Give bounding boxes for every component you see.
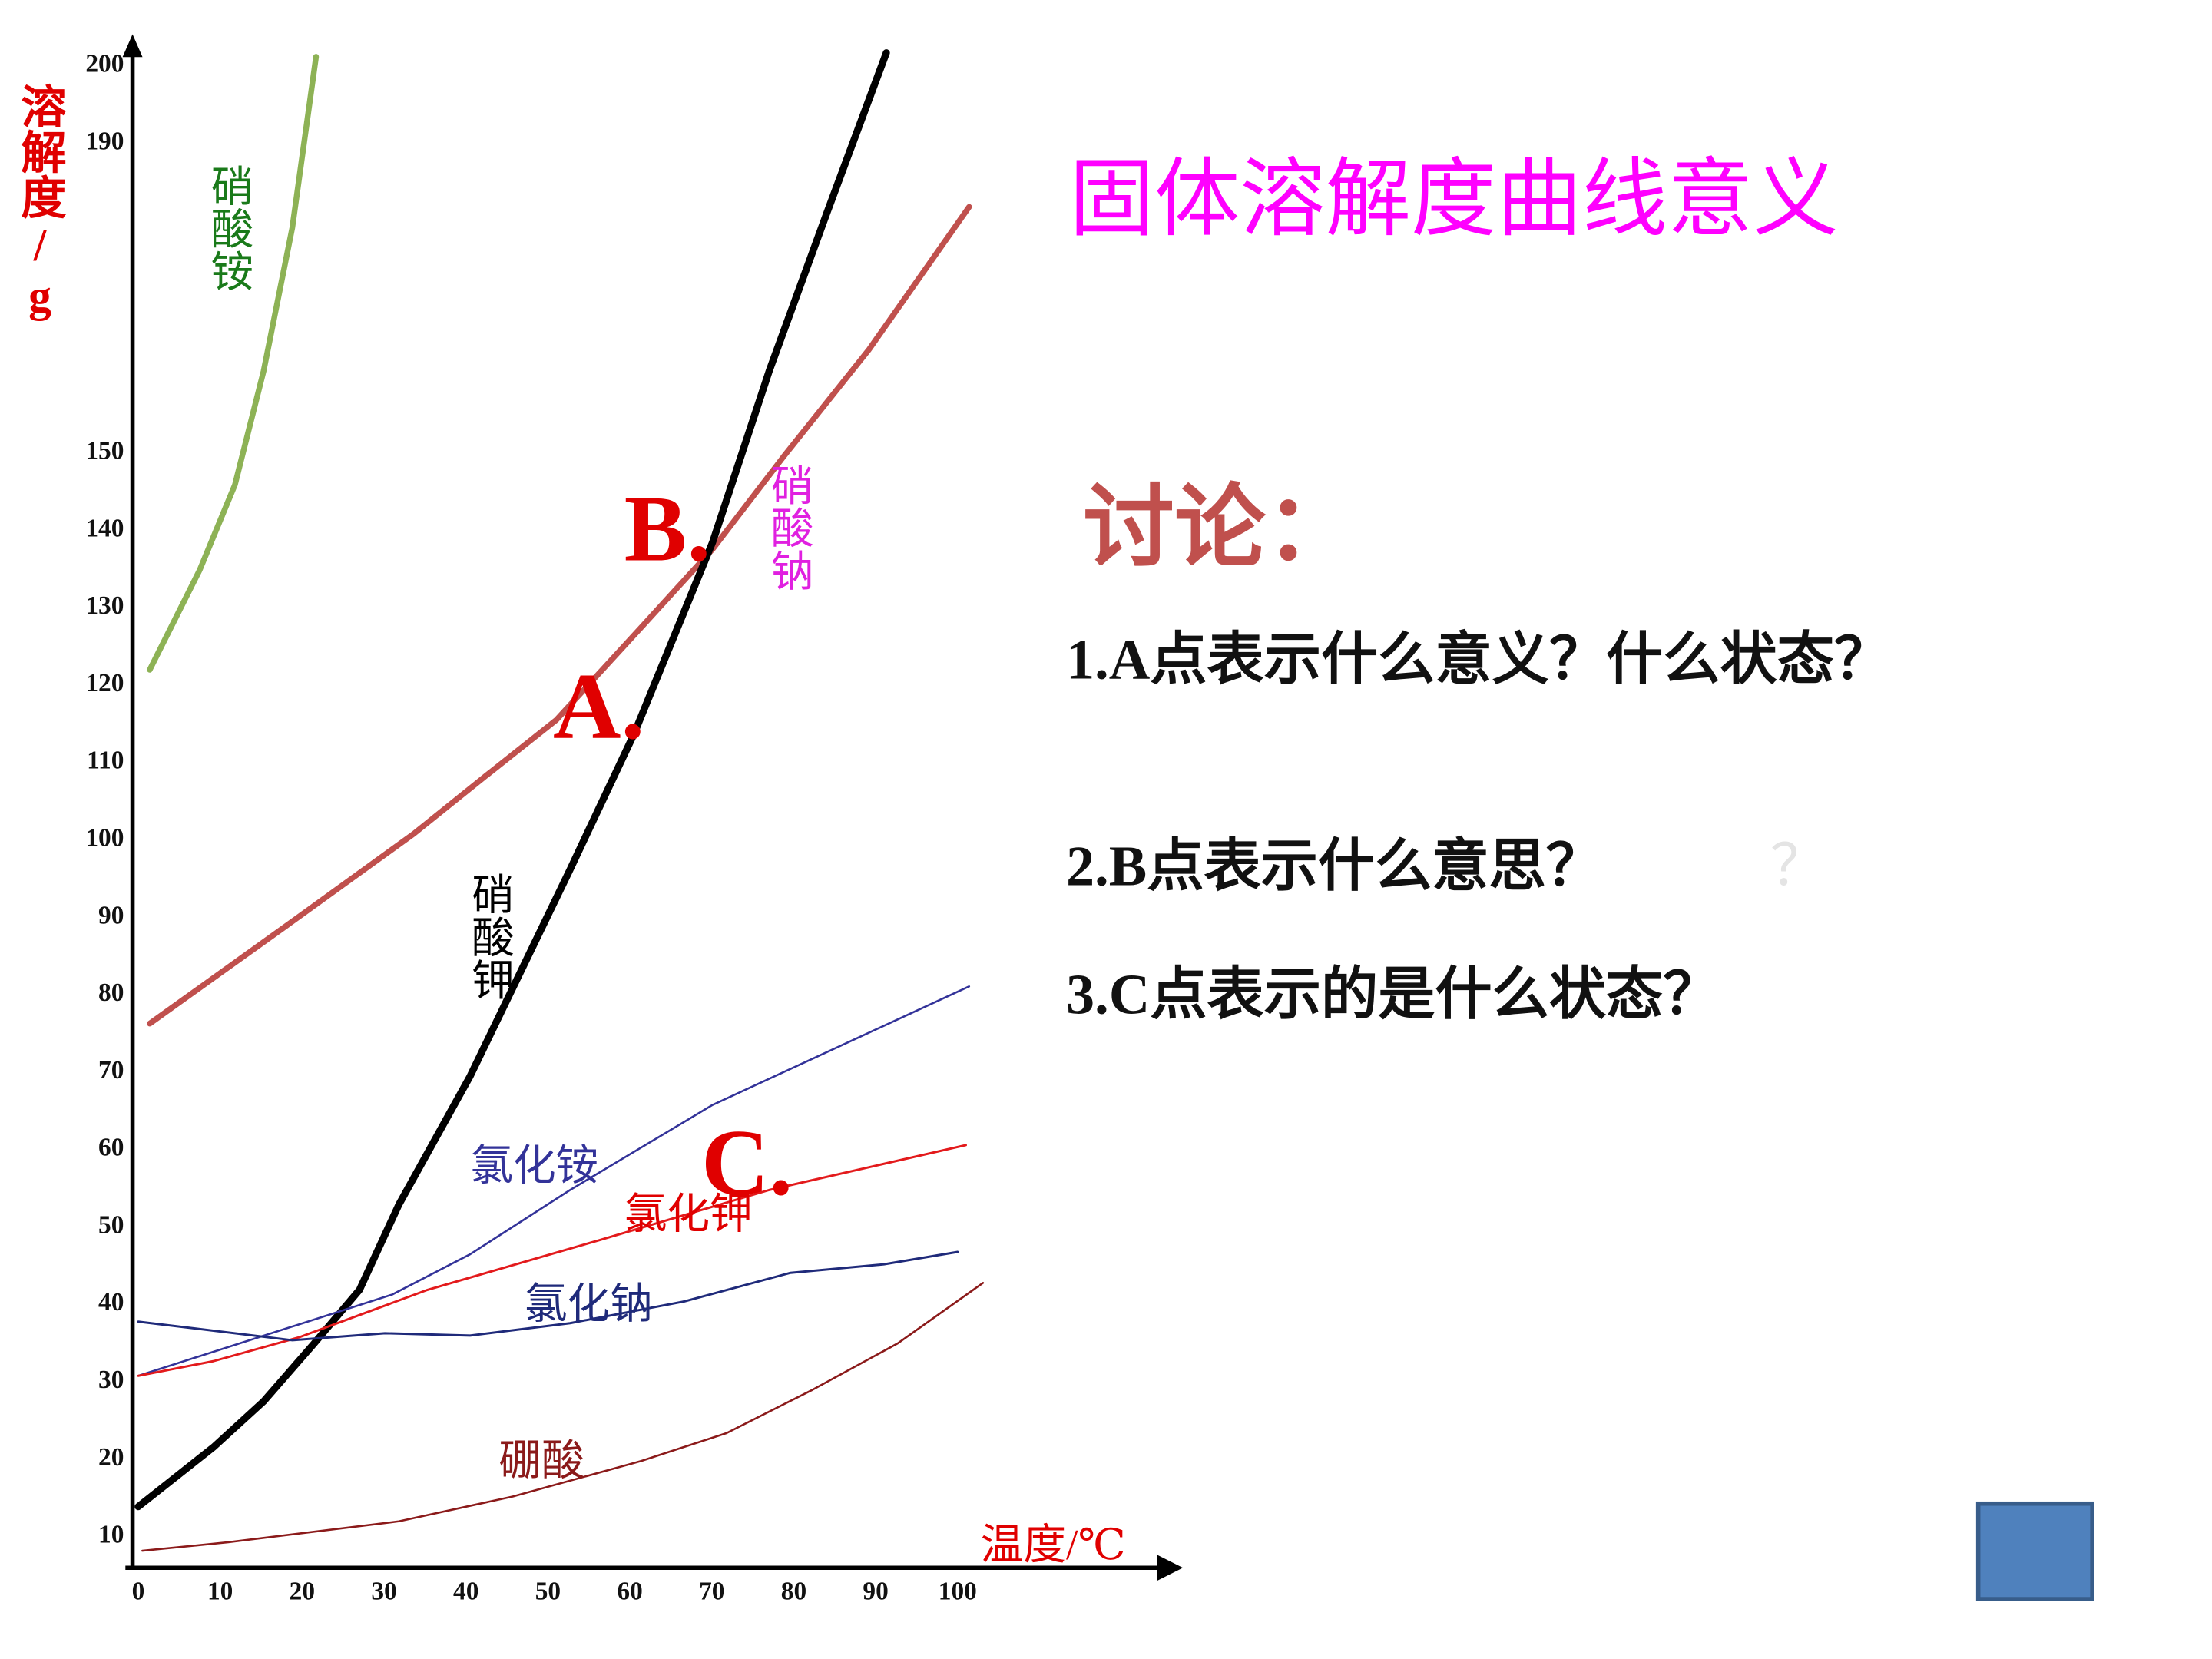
series-line (147, 204, 972, 1027)
x-tick-label: 60 (617, 1577, 642, 1605)
y-tick-label: 100 (85, 823, 124, 852)
x-tick-label: 70 (699, 1577, 724, 1605)
x-tick-label: 40 (453, 1577, 478, 1605)
point-label: C. (701, 1111, 793, 1215)
y-tick-label: 10 (98, 1521, 124, 1549)
series-line (147, 54, 320, 673)
discussion-heading: 讨论： (1083, 477, 1356, 578)
y-tick-label: 50 (98, 1210, 124, 1239)
x-tick-label: 10 (207, 1577, 233, 1605)
series-label: 硼酸 (498, 1438, 584, 1485)
y-tick-label: 40 (98, 1288, 124, 1316)
x-tick-label: 0 (132, 1577, 145, 1605)
y-tick-label: 120 (85, 669, 124, 697)
x-tick-label: 90 (863, 1577, 888, 1605)
nav-button[interactable] (1975, 1501, 2094, 1601)
x-tick-label: 100 (939, 1577, 977, 1605)
y-tick-label: 150 (85, 437, 124, 465)
series-label: 硝酸钠 (764, 463, 813, 591)
y-axis-arrow (122, 34, 143, 58)
series-line (137, 1144, 967, 1377)
y-tick-label: 200 (85, 50, 124, 78)
y-tick-label: 80 (98, 979, 124, 1007)
series-label: 氯化铵 (470, 1142, 598, 1190)
series-line (141, 1282, 985, 1552)
point-label: B. (624, 477, 710, 581)
question: 1.A点表示什么意义？什么状态？ (1066, 628, 1891, 691)
y-tick-label: 190 (85, 127, 124, 155)
series-label: 氯化钠 (525, 1280, 653, 1328)
y-tick-label: 90 (98, 901, 124, 929)
y-tick-label: 130 (85, 591, 124, 620)
series-label: 硝酸钾 (465, 873, 513, 1001)
x-tick-label: 20 (290, 1577, 315, 1605)
x-tick-label: 30 (371, 1577, 396, 1605)
y-tick-label: 60 (98, 1134, 124, 1162)
slide-title: 固体溶解度曲线意义 (1069, 153, 1839, 247)
question: 3.C点表示的是什么状态？ (1066, 963, 1720, 1026)
y-tick-label: 140 (85, 514, 124, 542)
series-line (137, 1250, 959, 1342)
x-axis-arrow (1157, 1555, 1184, 1581)
x-tick-label: 50 (535, 1577, 561, 1605)
series-line (137, 985, 971, 1377)
y-tick-label: 110 (87, 747, 124, 775)
x-tick-label: 80 (781, 1577, 806, 1605)
y-tick-label: 70 (98, 1056, 124, 1084)
y-tick-label: 20 (98, 1443, 124, 1472)
question: 2.B点表示什么意思？ (1066, 835, 1603, 898)
point-label: A. (553, 655, 644, 759)
series-label: 氯化钾 (624, 1191, 753, 1239)
series-label: 硝酸铵 (204, 164, 253, 292)
faint-mark: ？ (1770, 835, 1827, 898)
y-axis-label: 溶解度/g (15, 83, 67, 321)
series-line (134, 49, 890, 1511)
y-tick-label: 30 (98, 1366, 124, 1394)
x-axis-label: 温度/℃ (981, 1522, 1126, 1569)
